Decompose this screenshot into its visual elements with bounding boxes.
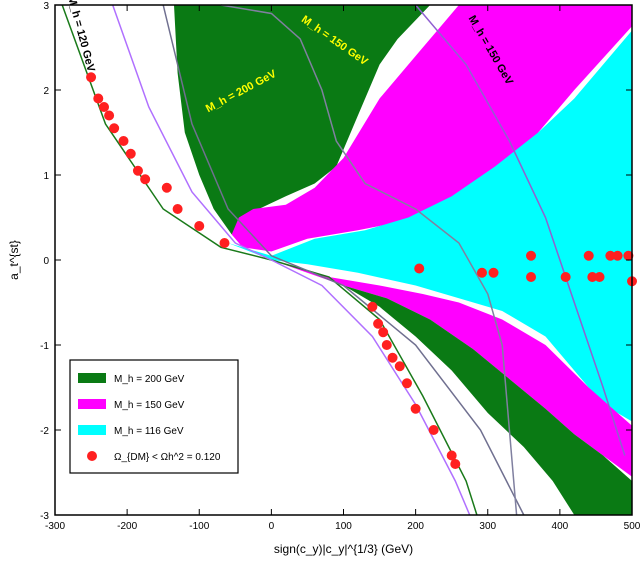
data-point: [367, 301, 378, 312]
data-point: [394, 361, 405, 372]
data-point: [381, 340, 392, 350]
data-point: [446, 450, 457, 461]
region-mh-116: [228, 5, 632, 422]
data-point: [605, 250, 616, 261]
x-axis-label: sign(c_y)|c_y|^{1/3} (GeV): [274, 542, 413, 556]
legend-swatch: [78, 425, 106, 435]
data-point: [587, 272, 598, 282]
y-tick-label: 3: [43, 1, 49, 12]
allowed-regions: [174, 5, 632, 515]
region-mh-200-lower: [343, 285, 632, 515]
data-point: [373, 318, 384, 329]
x-tick-label: -300: [45, 521, 65, 532]
legend-marker: [87, 451, 97, 461]
data-point: [410, 403, 421, 414]
data-point: [161, 182, 172, 193]
data-point: [99, 102, 110, 112]
data-point: [428, 425, 439, 435]
data-point: [86, 72, 97, 83]
data-point: [132, 165, 143, 176]
y-tick-label: 2: [43, 86, 49, 97]
data-point: [219, 238, 230, 248]
contour-line: [162, 4, 525, 516]
contour-line: [415, 4, 626, 456]
x-tick-label: 300: [479, 521, 496, 532]
data-point: [140, 174, 151, 185]
y-axis-label: a_t^{st}: [7, 240, 21, 280]
data-point: [378, 327, 389, 338]
legend-swatch: [78, 399, 106, 409]
region-mh-150-lower: [271, 260, 632, 477]
x-tick-label: 500: [624, 521, 641, 532]
data-point: [172, 204, 183, 214]
legend-label: M_h = 150 GeV: [114, 400, 185, 411]
x-tick-label: 400: [552, 521, 569, 532]
curve-label: M_h = 120 GeV: [65, 0, 97, 74]
data-point: [560, 272, 571, 282]
y-tick-label: 1: [43, 171, 49, 182]
x-tick-label: -100: [189, 521, 209, 532]
data-point: [387, 352, 398, 363]
data-points: [86, 72, 637, 469]
y-tick-label: -3: [40, 511, 49, 522]
data-point: [488, 267, 499, 278]
data-point: [623, 250, 634, 261]
axis-ticks: -300 -200 -100 0 100 200 300 400 500 -3 -2 -1 0 1 2 3: [40, 1, 641, 532]
data-point: [526, 250, 537, 261]
data-point: [104, 110, 115, 121]
y-tick-label: -2: [40, 426, 49, 437]
y-tick-label: -1: [40, 341, 49, 352]
legend-swatch: [78, 373, 106, 383]
x-tick-label: 0: [269, 521, 275, 532]
region-mh-150-upper: [231, 5, 632, 252]
data-point: [194, 221, 205, 231]
x-tick-label: -200: [117, 521, 137, 532]
legend: M_h = 200 GeV M_h = 150 GeV M_h = 116 GeV Ω…: [69, 359, 239, 474]
data-point: [125, 148, 136, 159]
data-point: [93, 93, 104, 104]
data-point: [414, 263, 425, 274]
contour-line: [61, 4, 478, 516]
data-point: [109, 123, 120, 134]
contour-lines: [61, 4, 626, 516]
contour-line: [220, 4, 518, 516]
legend-label: M_h = 200 GeV: [114, 374, 185, 385]
x-tick-label: 100: [335, 521, 352, 532]
region-mh-200-upper: [174, 5, 431, 235]
data-point: [583, 250, 594, 261]
contour-line: [111, 4, 471, 516]
x-tick-label: 200: [407, 521, 424, 532]
data-point: [526, 272, 537, 282]
data-point: [612, 250, 623, 261]
data-point: [450, 459, 461, 469]
data-point: [476, 267, 487, 278]
legend-label: Ω_{DM} < Ωh^2 = 0.120: [114, 452, 221, 463]
data-point: [401, 378, 412, 389]
y-tick-label: 0: [43, 256, 49, 267]
data-point: [118, 136, 129, 146]
legend-label: M_h = 116 GeV: [114, 426, 184, 437]
data-point: [594, 272, 605, 282]
